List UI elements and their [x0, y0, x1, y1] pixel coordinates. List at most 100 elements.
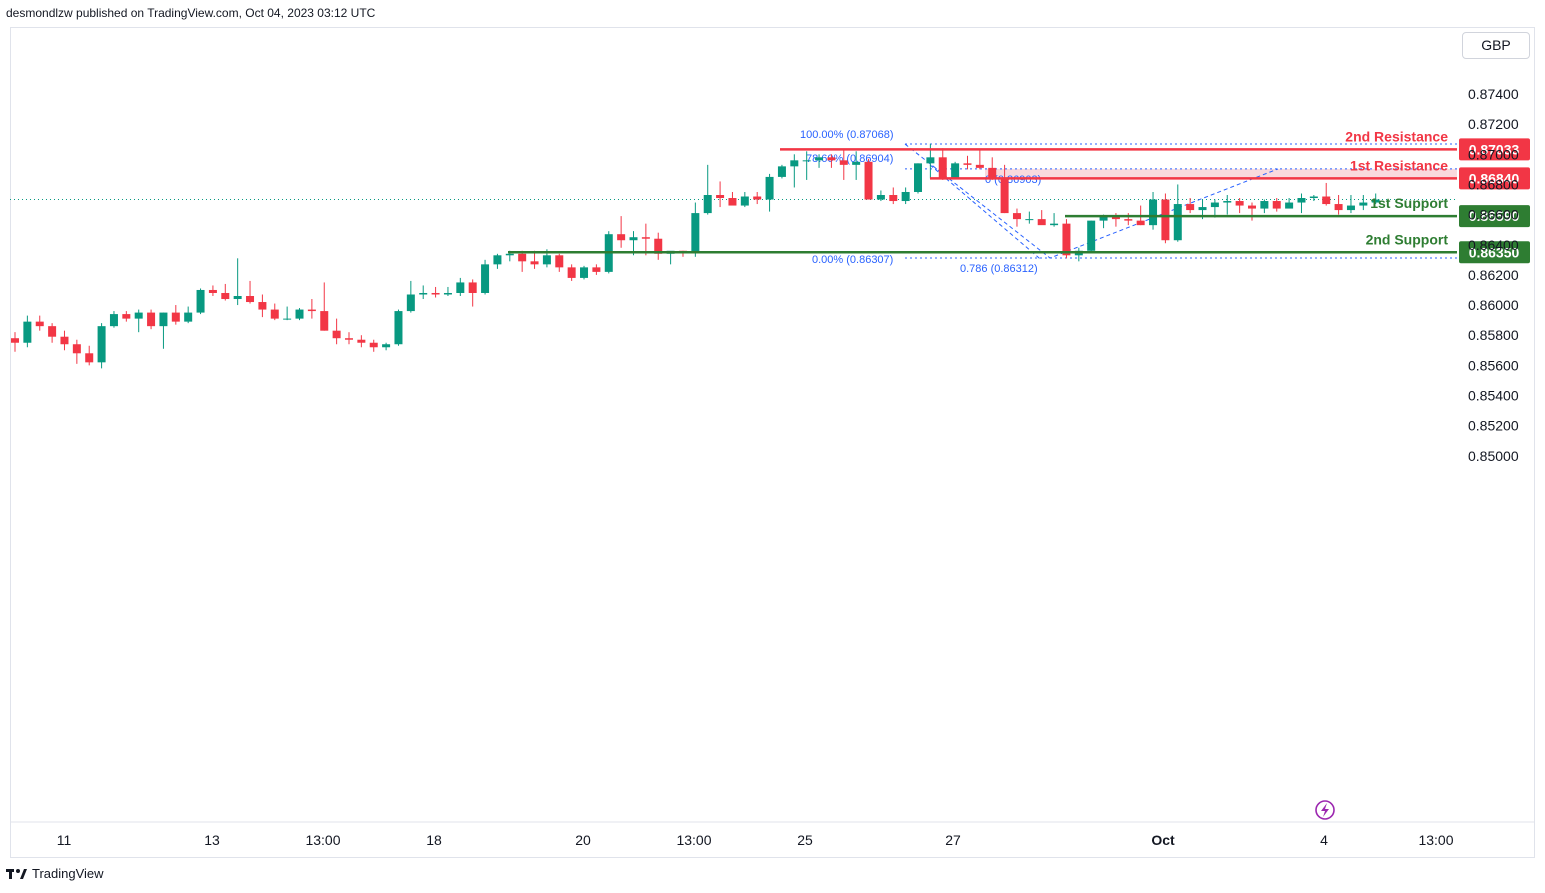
candle-body: [1235, 201, 1244, 206]
y-tick-label: 0.85800: [1468, 327, 1519, 343]
candle-body: [1322, 196, 1331, 205]
candle-body: [468, 282, 477, 293]
candle: [1359, 195, 1368, 211]
x-axis: 11 13 13:00 18 20 13:00 25 27 Oct 4 13:00: [10, 821, 1535, 848]
x-tick-label: 18: [426, 832, 442, 848]
candle-body: [1037, 219, 1046, 226]
candle-body: [518, 253, 527, 262]
candle-body: [1371, 199, 1380, 203]
candle: [988, 157, 997, 180]
candle: [320, 282, 329, 331]
candle: [48, 323, 57, 343]
candle: [1037, 210, 1046, 226]
candle: [852, 151, 861, 180]
x-tick-label: 13:00: [676, 832, 711, 848]
candle: [876, 190, 885, 202]
candle-body: [1000, 178, 1009, 214]
lightning-icon[interactable]: [1315, 800, 1335, 820]
candle-body: [72, 344, 81, 354]
candle: [431, 286, 440, 298]
candle: [1210, 199, 1219, 218]
candle: [790, 154, 799, 188]
candle: [567, 264, 576, 281]
candle: [406, 280, 415, 313]
candle: [1074, 247, 1083, 262]
candle: [1309, 195, 1318, 202]
candle-body: [988, 167, 997, 179]
candle-body: [1223, 201, 1232, 203]
candle: [1012, 208, 1021, 227]
candle: [35, 315, 44, 331]
candle-body: [147, 312, 156, 327]
candle-body: [1198, 207, 1207, 211]
candle: [1334, 195, 1343, 215]
candle: [394, 309, 403, 346]
candle: [1173, 184, 1182, 242]
x-tick-label: 11: [57, 832, 72, 848]
y-tick-label: 0.85200: [1468, 418, 1519, 434]
y-tick-label: 0.86000: [1468, 297, 1519, 313]
y-tick-label: 0.86600: [1468, 207, 1519, 223]
y-tick-label: 0.86200: [1468, 267, 1519, 283]
candle-body: [221, 292, 230, 300]
candle: [332, 318, 341, 345]
candle-body: [617, 234, 626, 241]
x-tick-label: 20: [575, 832, 591, 848]
candle-body: [876, 195, 885, 200]
candle: [1223, 195, 1232, 215]
candle: [295, 308, 304, 321]
candle-body: [1161, 199, 1170, 241]
candle-body: [109, 314, 118, 327]
candle-body: [97, 326, 106, 363]
candle: [530, 250, 539, 269]
candle-body: [691, 213, 700, 253]
footer-brand: TradingView: [32, 866, 104, 881]
candle-body: [1248, 205, 1256, 209]
candle-body: [505, 253, 514, 256]
candle-body: [1260, 201, 1269, 209]
candle-body: [1186, 204, 1195, 211]
candle: [1161, 193, 1170, 244]
candle: [1025, 211, 1034, 224]
candle-body: [196, 289, 205, 313]
candle: [1087, 220, 1096, 253]
fib-label: 0.00% (0.86307): [812, 254, 893, 266]
candle-body: [1124, 219, 1133, 221]
candle-body: [1050, 223, 1059, 226]
candle-body: [159, 312, 168, 327]
candle-body: [864, 161, 873, 200]
candle: [815, 154, 824, 168]
candle-body: [1334, 204, 1343, 211]
candle: [419, 285, 428, 300]
level-price: 0.86350: [1469, 244, 1520, 260]
candle: [344, 332, 353, 345]
y-tick-label: 0.85400: [1468, 388, 1519, 404]
candle: [221, 283, 230, 301]
x-tick-label: Oct: [1151, 832, 1175, 848]
candle: [1371, 193, 1380, 205]
candle-body: [208, 289, 217, 293]
level-price-tag: [1459, 167, 1530, 190]
y-tick-label: 0.87000: [1468, 146, 1519, 162]
candle: [184, 306, 193, 324]
candle-body: [85, 353, 94, 363]
level-price: 0.86590: [1469, 208, 1520, 224]
candle: [580, 265, 589, 280]
candle: [134, 309, 143, 333]
candle: [159, 312, 168, 349]
candle: [208, 285, 217, 297]
candle-body: [295, 309, 304, 319]
x-tick-label: 4: [1320, 832, 1328, 848]
level-name: 2nd Resistance: [1345, 128, 1448, 144]
candle-body: [530, 261, 539, 265]
fibonacci-drawings: 100.00% (0.87068) 78.60% (0.86904) 0 (0.86…: [800, 129, 1457, 275]
candle: [901, 187, 910, 205]
chart-frame: [10, 27, 1535, 858]
candle: [1149, 191, 1158, 230]
candle: [1285, 198, 1294, 209]
candle: [1248, 202, 1256, 221]
currency-button[interactable]: GBP: [1462, 32, 1530, 59]
candle-body: [357, 339, 366, 343]
candle: [1235, 198, 1244, 214]
